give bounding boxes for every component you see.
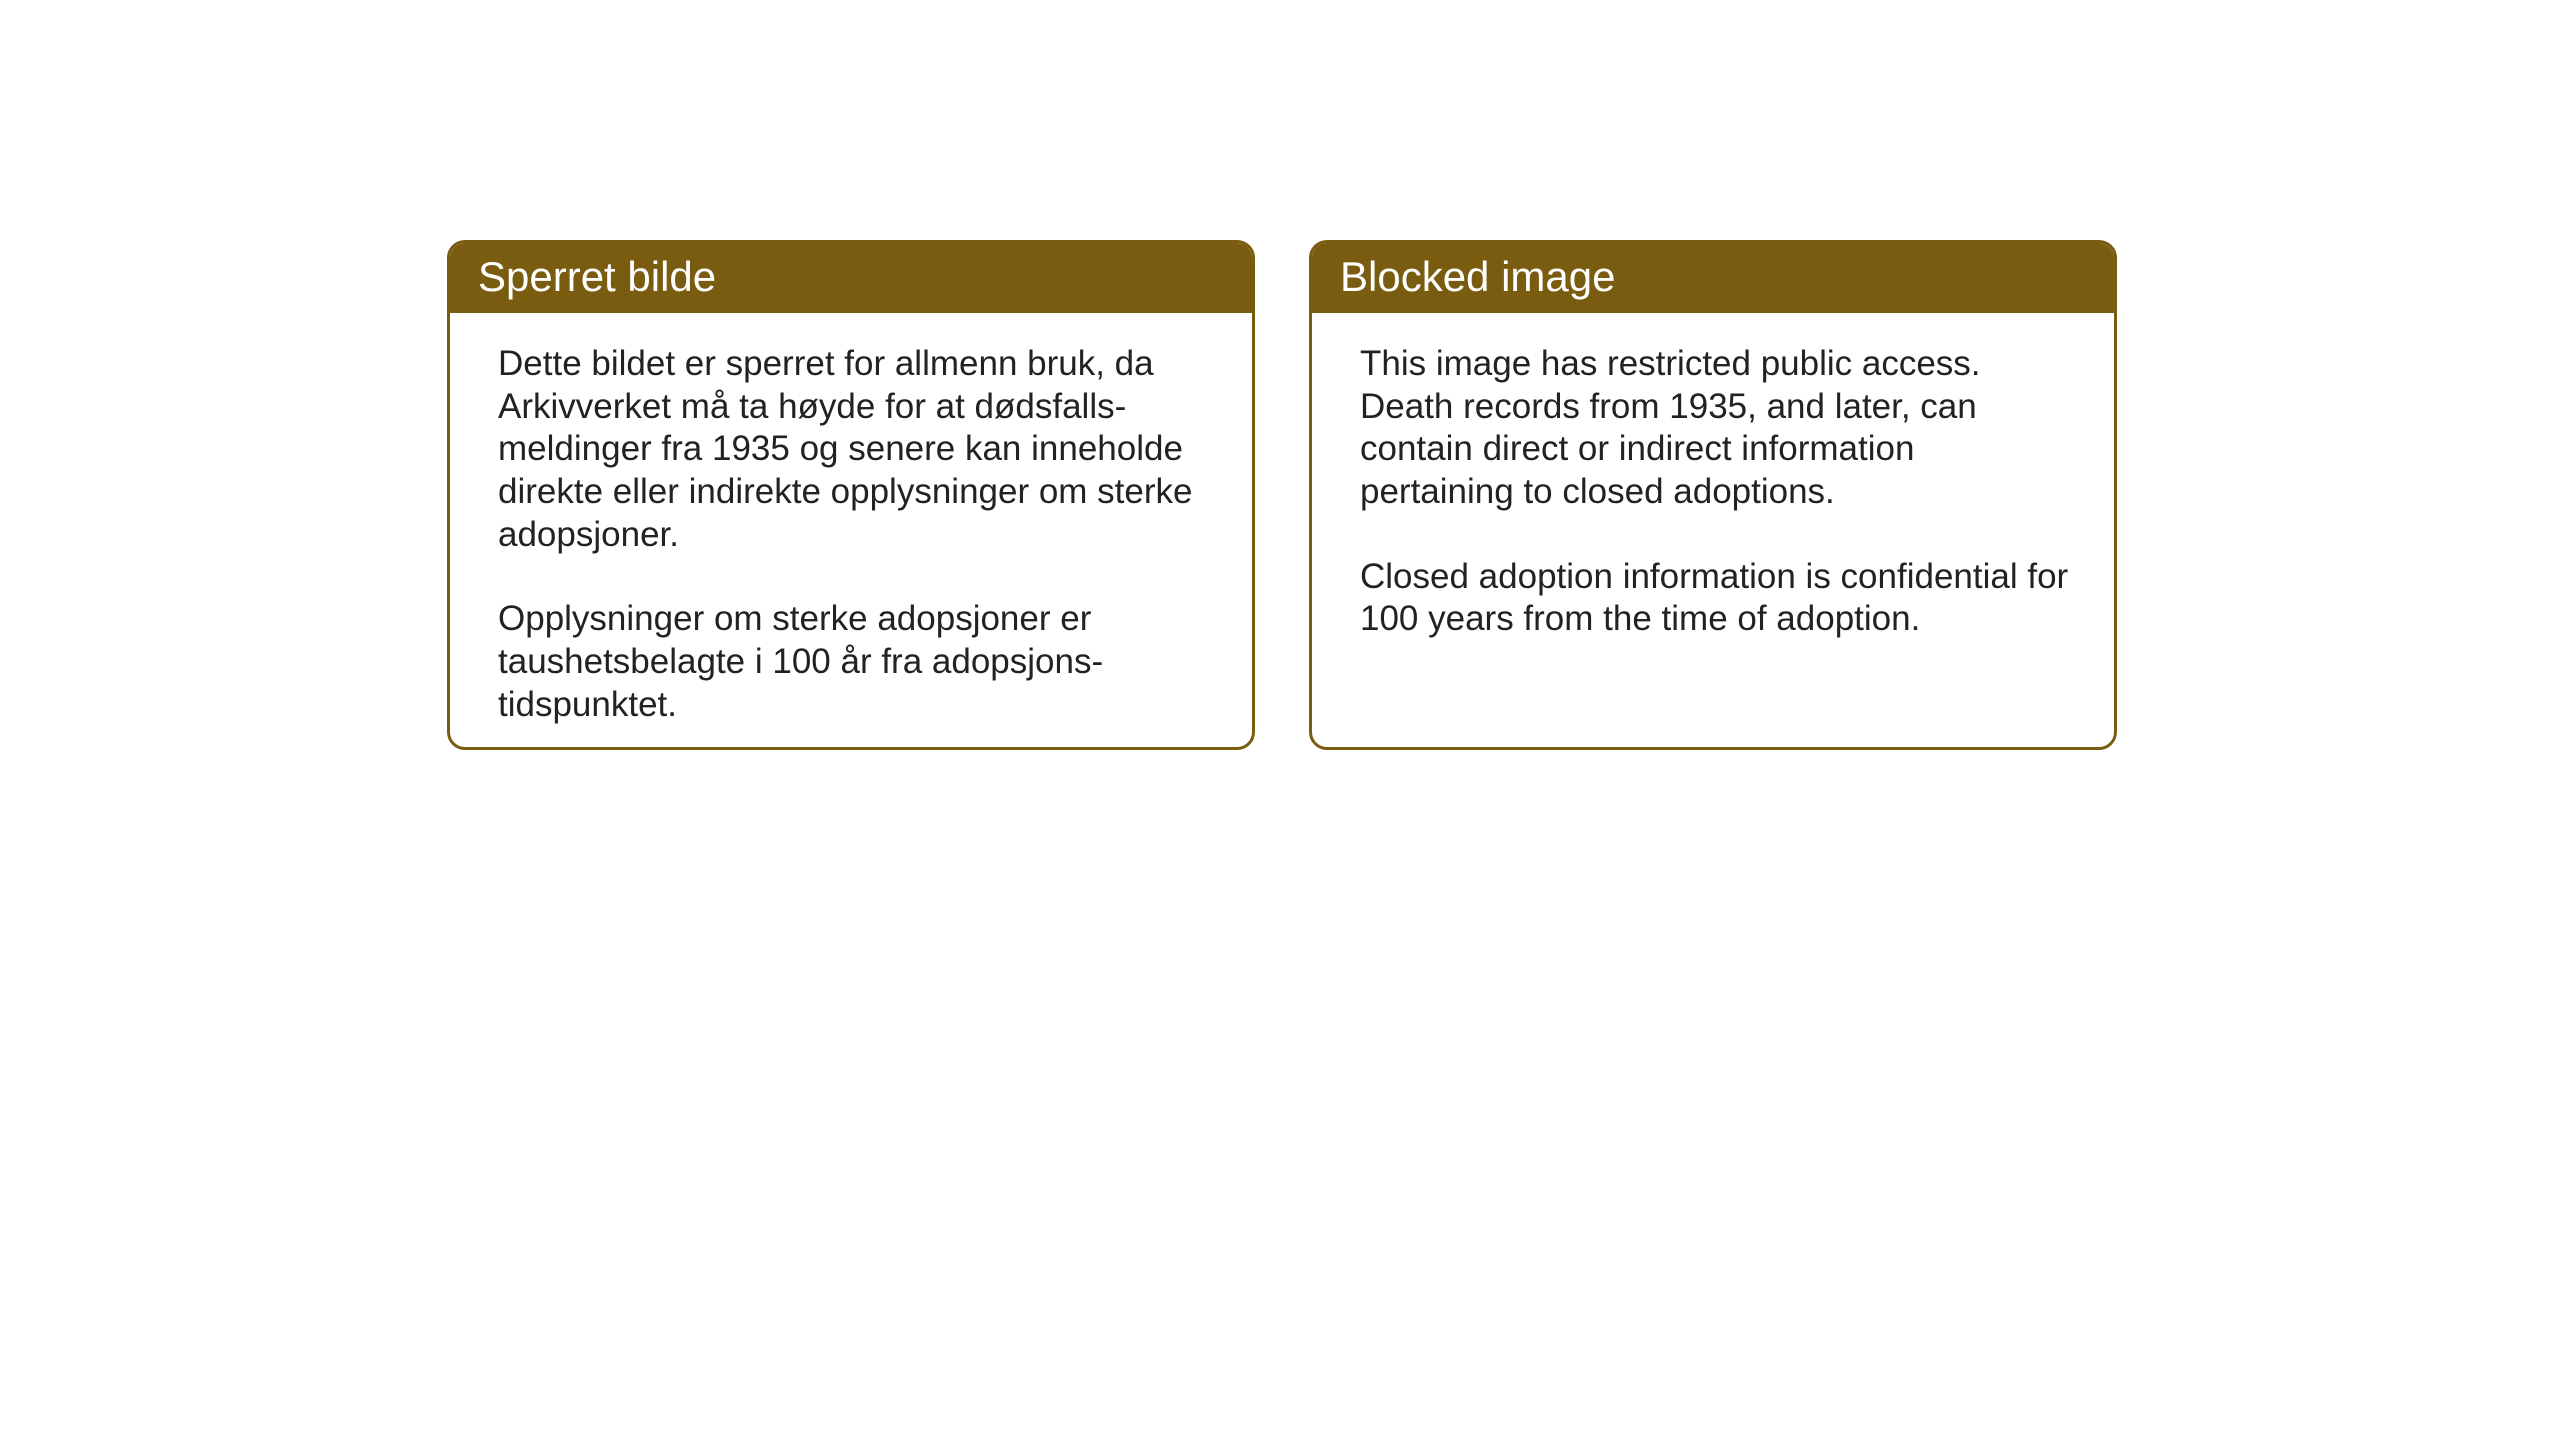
- card-body-english: This image has restricted public access.…: [1312, 313, 2114, 671]
- card-paragraph-2-english: Closed adoption information is confident…: [1360, 556, 2074, 641]
- notice-cards-container: Sperret bilde Dette bildet er sperret fo…: [447, 240, 2117, 750]
- card-paragraph-1-norwegian: Dette bildet er sperret for allmenn bruk…: [498, 343, 1212, 556]
- card-paragraph-1-english: This image has restricted public access.…: [1360, 343, 2074, 514]
- notice-card-norwegian: Sperret bilde Dette bildet er sperret fo…: [447, 240, 1255, 750]
- notice-card-english: Blocked image This image has restricted …: [1309, 240, 2117, 750]
- card-body-norwegian: Dette bildet er sperret for allmenn bruk…: [450, 313, 1252, 750]
- card-header-norwegian: Sperret bilde: [450, 243, 1252, 313]
- card-header-english: Blocked image: [1312, 243, 2114, 313]
- card-paragraph-2-norwegian: Opplysninger om sterke adopsjoner er tau…: [498, 598, 1212, 726]
